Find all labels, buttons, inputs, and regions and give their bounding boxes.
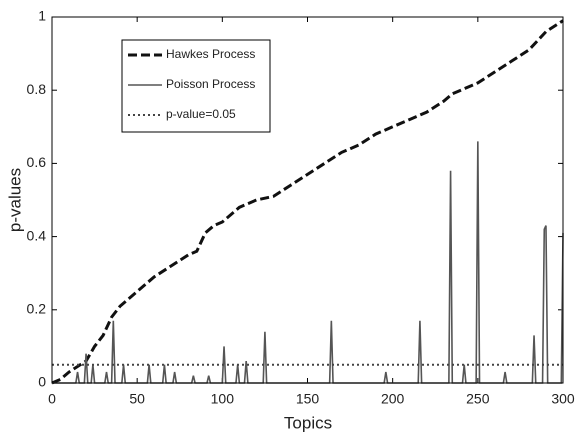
x-tick-label: 300 [551,391,575,407]
y-tick-label: 0 [38,374,46,390]
x-tick-label: 100 [211,391,235,407]
y-tick-label: 1 [38,8,46,24]
series-line [51,19,564,385]
legend-label: p-value=0.05 [166,107,236,121]
series-line [52,141,564,384]
y-tick-label: 0.6 [27,154,47,170]
x-tick-label: 50 [129,391,145,407]
y-tick-label: 0.2 [27,301,47,317]
legend: Hawkes Process Poisson Process p-value=0.0… [121,39,271,133]
x-tick-label: 250 [466,391,490,407]
y-axis-label: p-values [5,168,24,232]
y-tick-label: 0.8 [27,81,47,97]
x-tick-label: 0 [48,391,56,407]
plot-frame [51,16,564,384]
legend-label: Poisson Process [166,77,255,91]
legend-label: Hawkes Process [166,47,255,61]
x-axis-label: Topics [284,413,332,432]
x-tick-label: 150 [296,391,320,407]
y-tick-label: 0.4 [27,227,47,243]
x-tick-label: 200 [381,391,405,407]
